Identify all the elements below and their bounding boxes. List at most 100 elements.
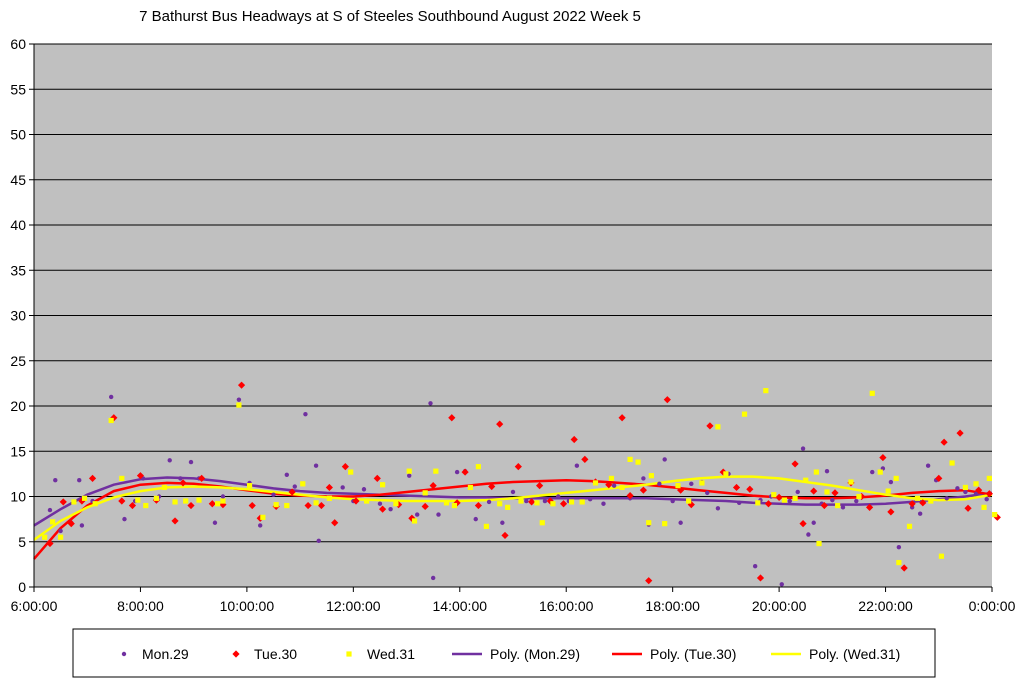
point-wed-31 xyxy=(433,468,439,474)
point-tue-30 xyxy=(408,514,416,522)
point-tue-30 xyxy=(639,486,647,494)
point-mon-29 xyxy=(925,463,931,468)
point-mon-29 xyxy=(510,489,516,495)
point-mon-29 xyxy=(122,516,127,522)
point-tue-30 xyxy=(88,474,97,482)
point-tue-30 xyxy=(799,520,807,528)
point-mon-29 xyxy=(79,523,85,528)
point-tue-30 xyxy=(964,504,972,512)
point-mon-29 xyxy=(806,532,811,537)
point-tue-30 xyxy=(78,497,86,505)
point-tue-30 xyxy=(331,519,339,527)
point-mon-29 xyxy=(662,457,667,462)
point-mon-29 xyxy=(58,528,63,534)
point-wed-31 xyxy=(771,492,777,498)
x-tick-label: 18:00:00 xyxy=(645,598,700,614)
point-wed-31 xyxy=(393,501,399,507)
point-mon-29 xyxy=(824,468,830,474)
chart-title: 7 Bathurst Bus Headways at S of Steeles … xyxy=(139,8,641,25)
legend-label: Mon.29 xyxy=(142,646,189,662)
point-mon-29 xyxy=(284,472,290,477)
point-wed-31 xyxy=(505,504,511,510)
point-tue-30 xyxy=(248,501,256,510)
point-wed-31 xyxy=(856,493,862,500)
point-tue-30 xyxy=(514,463,522,471)
point-wed-31 xyxy=(467,484,474,491)
legend-marker-1 xyxy=(121,651,127,657)
point-wed-31 xyxy=(183,498,189,504)
point-wed-31 xyxy=(986,475,992,481)
point-mon-29 xyxy=(292,484,297,489)
point-wed-31 xyxy=(236,402,242,408)
point-tue-30 xyxy=(501,531,509,540)
point-wed-31 xyxy=(885,488,891,494)
point-mon-29 xyxy=(736,500,742,506)
y-tick-label: 5 xyxy=(18,534,26,550)
point-tue-30 xyxy=(461,468,469,476)
point-wed-31 xyxy=(273,502,279,508)
point-tue-30 xyxy=(663,396,671,404)
y-tick-label: 50 xyxy=(10,127,26,143)
point-mon-29 xyxy=(167,458,172,463)
point-mon-29 xyxy=(486,499,492,505)
point-wed-31 xyxy=(534,500,540,506)
axes: 0 5 10 15 20 25 30 35 40 45 50 55 60 6:00:00 8:00:00 10… xyxy=(10,36,1015,614)
point-tue-30 xyxy=(488,482,496,491)
x-tick-label: 20:00:00 xyxy=(752,598,807,614)
x-tick-label: 14:00:00 xyxy=(433,598,488,614)
point-mon-29 xyxy=(556,494,561,499)
legend-label: Wed.31 xyxy=(367,646,415,662)
point-wed-31 xyxy=(962,484,968,491)
point-tue-30 xyxy=(118,497,126,505)
point-wed-31 xyxy=(715,424,721,430)
point-wed-31 xyxy=(938,553,945,559)
point-tue-30 xyxy=(46,539,54,548)
point-mon-29 xyxy=(236,397,242,402)
point-wed-31 xyxy=(877,469,883,475)
point-mon-29 xyxy=(896,544,902,550)
x-tick-label: 0:00:00 xyxy=(969,598,1016,614)
point-tue-30 xyxy=(908,500,916,508)
point-wed-31 xyxy=(108,417,114,424)
point-mon-29 xyxy=(678,520,683,525)
point-tue-30 xyxy=(865,503,874,511)
y-tick-label: 60 xyxy=(10,36,26,52)
point-tue-30 xyxy=(879,453,887,462)
point-wed-31 xyxy=(215,501,221,507)
point-tue-30 xyxy=(453,499,461,507)
point-mon-29 xyxy=(303,411,308,417)
point-wed-31 xyxy=(619,484,625,491)
point-mon-29 xyxy=(657,481,662,487)
point-wed-31 xyxy=(300,481,306,487)
point-mon-29 xyxy=(428,401,433,406)
x-tick-label: 8:00:00 xyxy=(117,598,164,614)
point-tue-30 xyxy=(198,474,206,482)
point-tue-30 xyxy=(559,500,568,508)
point-tue-30 xyxy=(900,564,908,572)
point-wed-31 xyxy=(58,534,64,540)
legend: Mon.29 Tue.30 Wed.31 Poly. (Mon.29) Poly. (T… xyxy=(72,628,936,678)
point-wed-31 xyxy=(483,523,489,529)
point-wed-31 xyxy=(42,534,48,540)
point-mon-29 xyxy=(752,563,758,569)
point-mon-29 xyxy=(870,469,875,475)
point-wed-31 xyxy=(792,495,798,501)
point-tue-30 xyxy=(581,455,589,463)
point-mon-29 xyxy=(316,538,321,544)
y-tick-label: 10 xyxy=(10,489,26,505)
point-wed-31 xyxy=(196,497,202,503)
point-mon-29 xyxy=(944,496,949,501)
point-mon-29 xyxy=(47,507,53,513)
point-tue-30 xyxy=(536,482,544,490)
point-wed-31 xyxy=(816,540,822,547)
point-mon-29 xyxy=(787,498,792,504)
point-tue-30 xyxy=(618,414,626,422)
point-tue-30 xyxy=(136,472,145,480)
point-tue-30 xyxy=(379,505,387,513)
point-tue-30 xyxy=(810,487,818,495)
point-mon-29 xyxy=(542,498,548,504)
point-wed-31 xyxy=(326,495,332,501)
point-tue-30 xyxy=(208,500,216,508)
legend-label: Poly. (Wed.31) xyxy=(809,646,900,662)
point-mon-29 xyxy=(53,478,58,483)
